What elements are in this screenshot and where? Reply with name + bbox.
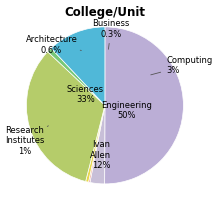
Wedge shape — [90, 106, 105, 184]
Wedge shape — [88, 106, 105, 183]
Wedge shape — [48, 49, 105, 106]
Wedge shape — [86, 106, 105, 182]
Wedge shape — [105, 28, 183, 184]
Text: Computing
3%: Computing 3% — [151, 56, 212, 75]
Text: Sciences
33%: Sciences 33% — [67, 85, 104, 104]
Text: Ivan
Allen
12%: Ivan Allen 12% — [90, 139, 112, 169]
Title: College/Unit: College/Unit — [64, 6, 145, 19]
Text: Research
Institutes
1%: Research Institutes 1% — [5, 125, 48, 155]
Text: Engineering
50%: Engineering 50% — [101, 100, 152, 119]
Text: Business
0.3%: Business 0.3% — [92, 19, 130, 50]
Wedge shape — [26, 52, 105, 182]
Wedge shape — [51, 28, 105, 106]
Text: Architecture
0.6%: Architecture 0.6% — [26, 35, 81, 55]
